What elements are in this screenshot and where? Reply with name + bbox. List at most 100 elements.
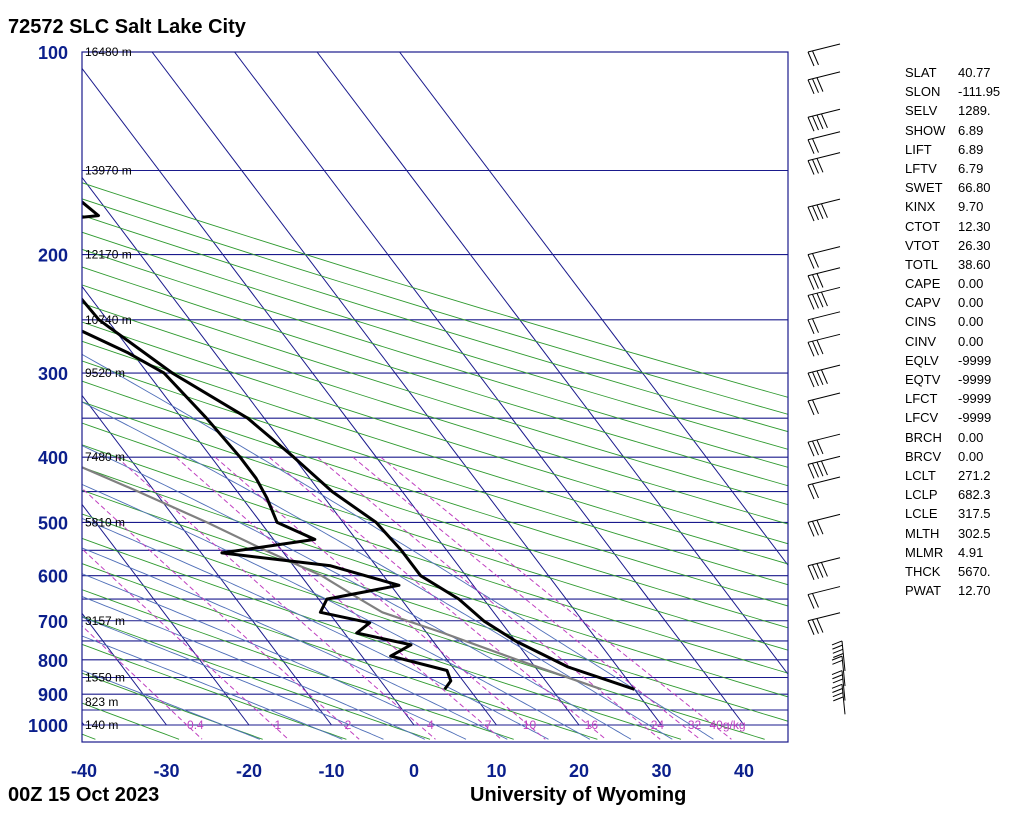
- wind-barb: [831, 640, 846, 671]
- mixing-ratio-label: 32: [688, 718, 702, 732]
- index-row: CAPV 0.00: [905, 293, 1000, 312]
- index-key: LCLE: [905, 506, 938, 522]
- temperature-tick-label: -40: [71, 761, 97, 781]
- pressure-label: 400: [38, 448, 68, 468]
- pressure-label: 300: [38, 364, 68, 384]
- moist-adiabat: [82, 445, 632, 740]
- index-row: LIFT 6.89: [905, 140, 1000, 159]
- wind-barb: [807, 586, 841, 609]
- index-key: LFCV: [905, 410, 939, 426]
- moist-adiabat: [82, 401, 673, 740]
- dewpoint-curve: [82, 329, 453, 691]
- index-row: LCLP 682.3: [905, 485, 1000, 504]
- index-key: KINX: [905, 199, 936, 215]
- index-key: CINV: [905, 333, 937, 349]
- index-value: 0.00: [958, 333, 984, 349]
- index-value: 38.60: [958, 256, 991, 272]
- wind-barb: [807, 433, 841, 457]
- mixing-ratio-line: [82, 487, 360, 740]
- height-label: 3157 m: [85, 614, 125, 628]
- dry-adiabat: [82, 360, 788, 586]
- dry-adiabat: [82, 214, 788, 433]
- index-value: 271.2: [958, 467, 991, 483]
- temperature-tick-label: 10: [486, 761, 506, 781]
- isotherm: [0, 52, 2, 725]
- dry-adiabat: [82, 321, 788, 545]
- mixing-ratio-line: [352, 456, 701, 740]
- height-label: 13970 m: [85, 164, 132, 178]
- index-key: SHOW: [905, 122, 946, 138]
- index-row: SWET 66.80: [905, 178, 1000, 197]
- mixing-ratio-line: [317, 456, 661, 740]
- index-row: THCK 5670.: [905, 562, 1000, 581]
- index-key: VTOT: [905, 237, 940, 253]
- wind-barb: [807, 108, 841, 132]
- mixing-ratio-line: [268, 456, 607, 740]
- dry-adiabat: [82, 513, 765, 740]
- index-row: SELV 1289.: [905, 101, 1000, 120]
- index-row: SLAT 40.77: [905, 63, 1000, 82]
- temperature-curve: [82, 200, 635, 691]
- pressure-label: 900: [38, 685, 68, 705]
- index-row: EQTV -9999: [905, 370, 1000, 389]
- moist-adiabat: [82, 517, 549, 740]
- dry-adiabat: [82, 302, 788, 525]
- moist-adiabat: [82, 573, 467, 740]
- dry-adiabat: [82, 380, 788, 607]
- index-value: 0.00: [958, 448, 984, 464]
- wind-barb: [831, 670, 846, 701]
- dry-adiabat: [82, 643, 347, 740]
- wind-barb: [807, 286, 841, 310]
- index-value: 6.89: [958, 122, 984, 138]
- index-key: BRCV: [905, 448, 942, 464]
- index-row: MLMR 4.91: [905, 543, 1000, 562]
- pressure-label: 100: [38, 43, 68, 63]
- index-key: MLMR: [905, 544, 944, 560]
- isotherm: [82, 394, 332, 726]
- mixing-ratio-label: 0.4: [187, 718, 204, 732]
- index-value: -111.95: [958, 84, 1001, 100]
- index-key: EQTV: [905, 372, 941, 387]
- moist-adiabat: [82, 547, 508, 740]
- height-label: 140 m: [85, 718, 118, 732]
- wind-barb: [807, 43, 841, 67]
- moist-adiabat: [82, 596, 425, 740]
- mixing-ratio-label: 40g/kg: [709, 718, 745, 732]
- index-key: PWAT: [905, 583, 942, 599]
- index-value: 317.5: [958, 506, 991, 522]
- wind-barb: [807, 71, 841, 95]
- pressure-label: 500: [38, 513, 68, 533]
- height-label: 5810 m: [85, 515, 125, 529]
- dry-adiabat: [82, 537, 682, 740]
- dry-adiabat: [82, 266, 788, 487]
- index-row: SLON -111.95: [905, 82, 1000, 101]
- index-value: 0.00: [958, 276, 984, 292]
- wind-barb: [807, 246, 841, 269]
- wind-barb: [807, 612, 841, 635]
- index-value: 12.30: [958, 218, 991, 234]
- pressure-label: 800: [38, 651, 68, 671]
- index-key: SELV: [905, 103, 938, 119]
- index-key: LIFT: [905, 141, 932, 157]
- dry-adiabat: [82, 422, 788, 651]
- index-key: CAPE: [905, 276, 941, 292]
- index-value: 0.00: [958, 295, 984, 311]
- index-row: LFCV -9999: [905, 408, 1000, 427]
- dry-adiabat: [82, 401, 788, 629]
- dry-adiabat: [82, 672, 263, 740]
- temperature-tick-label: 20: [569, 761, 589, 781]
- index-row: MLTH 302.5: [905, 524, 1000, 543]
- index-row: PWAT 12.70: [905, 581, 1000, 600]
- index-key: SLAT: [905, 65, 937, 80]
- index-value: 682.3: [958, 487, 991, 503]
- isotherm: [82, 176, 497, 726]
- index-row: LCLE 317.5: [905, 504, 1000, 523]
- index-row: BRCV 0.00: [905, 447, 1000, 466]
- wind-barb: [807, 392, 841, 416]
- moist-adiabat: [82, 616, 384, 740]
- index-key: LFTV: [905, 160, 937, 176]
- chart-grid: [0, 52, 788, 740]
- wind-barb: [807, 364, 841, 388]
- mixing-ratio-line: [380, 456, 732, 740]
- index-row: CINS 0.00: [905, 312, 1000, 331]
